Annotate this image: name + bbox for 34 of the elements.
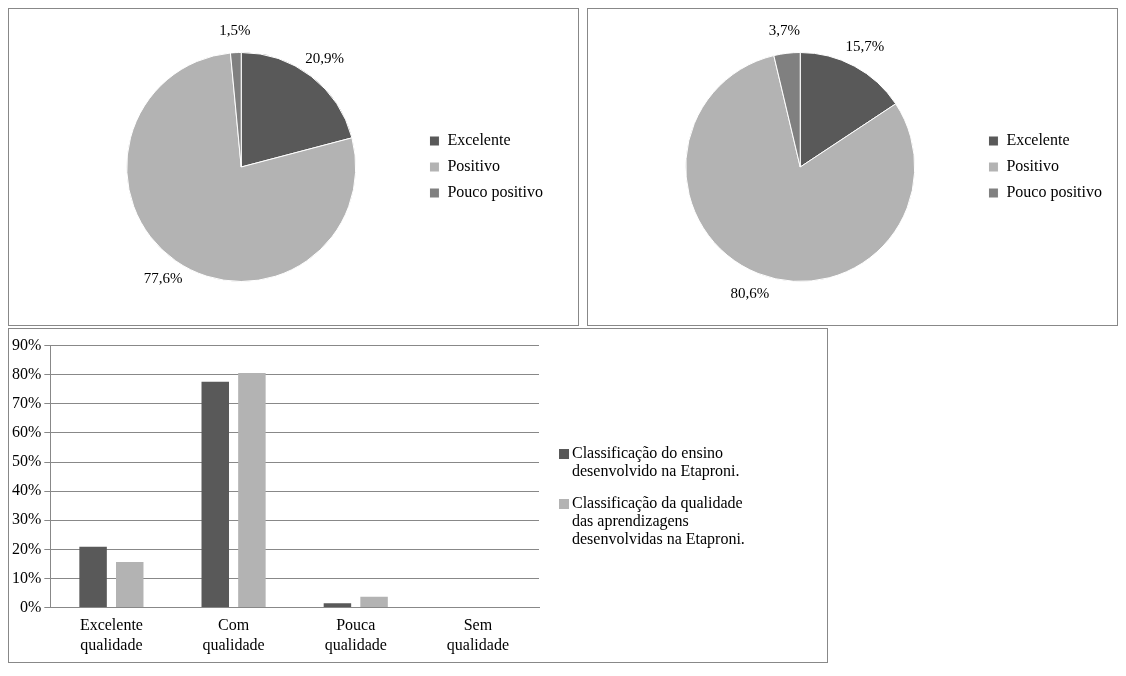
x-tick-label: Excelente qualidade	[79, 616, 143, 654]
data-label: 3,7%	[769, 22, 801, 39]
bar	[360, 596, 388, 608]
data-label: 1,5%	[219, 21, 251, 38]
y-tick-label: 20%	[12, 539, 42, 557]
y-tick-label: 30%	[12, 510, 42, 528]
bar	[79, 546, 107, 608]
legend-label: Positivo	[447, 157, 501, 175]
x-tick-label: Sem qualidade	[446, 616, 510, 654]
y-tick-label: 40%	[12, 481, 42, 499]
y-tick-label: 80%	[12, 364, 42, 382]
y-tick-label: 70%	[12, 394, 42, 412]
bar	[238, 372, 266, 608]
data-label: 77,6%	[144, 269, 183, 286]
x-tick-label: Pouca qualidade	[324, 616, 387, 654]
y-tick-label: 60%	[12, 423, 42, 441]
bar	[323, 603, 352, 608]
legend-label: Excelente	[1006, 131, 1070, 149]
y-tick-label: 50%	[12, 452, 42, 470]
x-tick-label: Com qualidade	[202, 616, 265, 654]
data-label: 80,6%	[731, 284, 770, 301]
legend-label: Positivo	[1006, 157, 1060, 175]
legend-label: Classificação da qualidade das aprendizagens desenvolvidas na Etaproni.	[572, 493, 745, 548]
data-label: 15,7%	[845, 37, 885, 54]
data-label: 20,9%	[305, 49, 345, 66]
legend-label: Pouco positivo	[447, 183, 544, 202]
legend-label: Pouco positivo	[1006, 183, 1103, 202]
bar	[115, 561, 144, 608]
legend-label: Excelente	[447, 131, 511, 149]
y-tick-label: 10%	[12, 568, 42, 586]
y-tick-label: 90%	[12, 335, 42, 353]
legend-label: Classificação do ensino desenvolvido na Etaproni.	[572, 443, 740, 480]
y-tick-label: 0%	[20, 597, 42, 615]
bar	[201, 381, 229, 608]
